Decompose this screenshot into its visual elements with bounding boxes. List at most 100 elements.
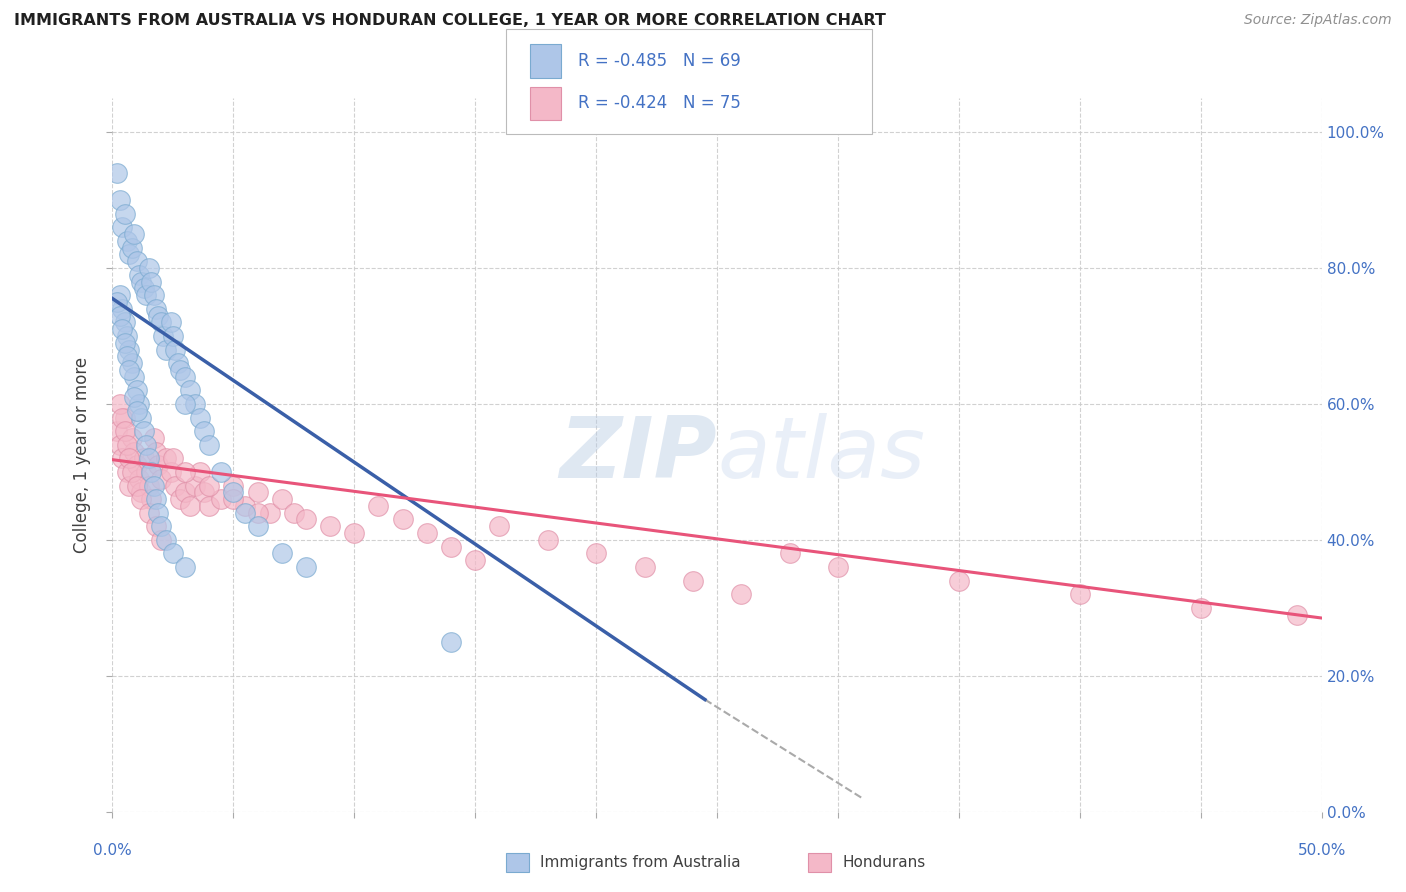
Point (138, 260, 160, 275)
Point (142, 478, 165, 492)
Point (148, 309, 170, 323)
Point (188, 465, 211, 479)
Point (633, 560, 655, 574)
Point (155, 451, 177, 466)
Point (128, 268, 150, 282)
Point (179, 384, 201, 398)
Point (179, 499, 201, 513)
Point (779, 546, 801, 560)
Point (270, 492, 292, 507)
Point (165, 478, 187, 492)
Point (193, 485, 215, 500)
Point (118, 451, 141, 466)
Point (183, 478, 205, 492)
Point (367, 499, 389, 513)
Point (118, 343, 141, 357)
Point (121, 356, 143, 370)
Point (135, 288, 157, 302)
Point (145, 519, 167, 533)
Point (125, 458, 148, 472)
Point (138, 451, 160, 466)
Point (209, 492, 232, 507)
Point (145, 492, 167, 507)
Point (246, 506, 269, 520)
Point (149, 472, 172, 486)
Point (128, 472, 150, 486)
Point (108, 309, 131, 323)
Point (166, 356, 188, 370)
Point (440, 635, 463, 649)
Text: R = -0.424   N = 75: R = -0.424 N = 75 (578, 95, 741, 112)
Point (131, 485, 153, 500)
Point (155, 343, 177, 357)
Point (125, 254, 148, 268)
Point (118, 363, 141, 377)
Point (132, 424, 155, 438)
Point (125, 384, 148, 398)
Point (235, 506, 257, 520)
Point (416, 526, 439, 541)
Text: Hondurans: Hondurans (842, 855, 925, 870)
Point (118, 247, 141, 261)
Text: atlas: atlas (717, 413, 925, 497)
Point (730, 587, 752, 601)
Point (319, 519, 342, 533)
Point (111, 220, 134, 235)
Point (464, 553, 486, 567)
Point (198, 438, 221, 452)
Point (115, 234, 138, 248)
Point (114, 335, 136, 350)
Point (246, 519, 269, 533)
Text: 50.0%: 50.0% (1298, 843, 1346, 858)
Point (114, 424, 136, 438)
Point (115, 438, 138, 452)
Point (132, 281, 155, 295)
Text: IMMIGRANTS FROM AUSTRALIA VS HONDURAN COLLEGE, 1 YEAR OR MORE CORRELATION CHART: IMMIGRANTS FROM AUSTRALIA VS HONDURAN CO… (14, 13, 886, 29)
Point (108, 288, 131, 302)
Point (183, 397, 205, 411)
Point (149, 519, 172, 533)
Point (1286, 607, 1309, 622)
Text: ZIP: ZIP (560, 413, 717, 497)
Point (295, 560, 318, 574)
Point (115, 350, 138, 364)
Point (111, 451, 134, 466)
Point (159, 315, 181, 329)
Point (193, 424, 215, 438)
Point (131, 492, 153, 507)
Point (141, 275, 163, 289)
Point (142, 431, 165, 445)
Point (169, 492, 191, 507)
Point (343, 526, 366, 541)
Point (270, 546, 292, 560)
Text: Source: ZipAtlas.com: Source: ZipAtlas.com (1244, 13, 1392, 28)
Point (440, 540, 463, 554)
Point (149, 315, 172, 329)
Point (145, 444, 167, 458)
Point (259, 506, 281, 520)
Point (132, 451, 155, 466)
Point (138, 478, 160, 492)
Point (111, 301, 134, 316)
Point (165, 343, 187, 357)
Point (198, 499, 221, 513)
Point (125, 478, 148, 492)
Point (114, 207, 136, 221)
Point (131, 275, 153, 289)
Point (827, 560, 849, 574)
Point (235, 499, 257, 513)
Point (108, 397, 131, 411)
Point (585, 546, 607, 560)
Text: R = -0.485   N = 69: R = -0.485 N = 69 (578, 52, 741, 70)
Point (135, 465, 157, 479)
Text: Immigrants from Australia: Immigrants from Australia (540, 855, 741, 870)
Point (108, 438, 131, 452)
Point (222, 478, 245, 492)
Point (174, 485, 197, 500)
Point (174, 397, 197, 411)
Point (121, 431, 143, 445)
Point (162, 451, 184, 466)
Point (222, 492, 245, 507)
Point (115, 329, 138, 343)
Point (283, 506, 305, 520)
